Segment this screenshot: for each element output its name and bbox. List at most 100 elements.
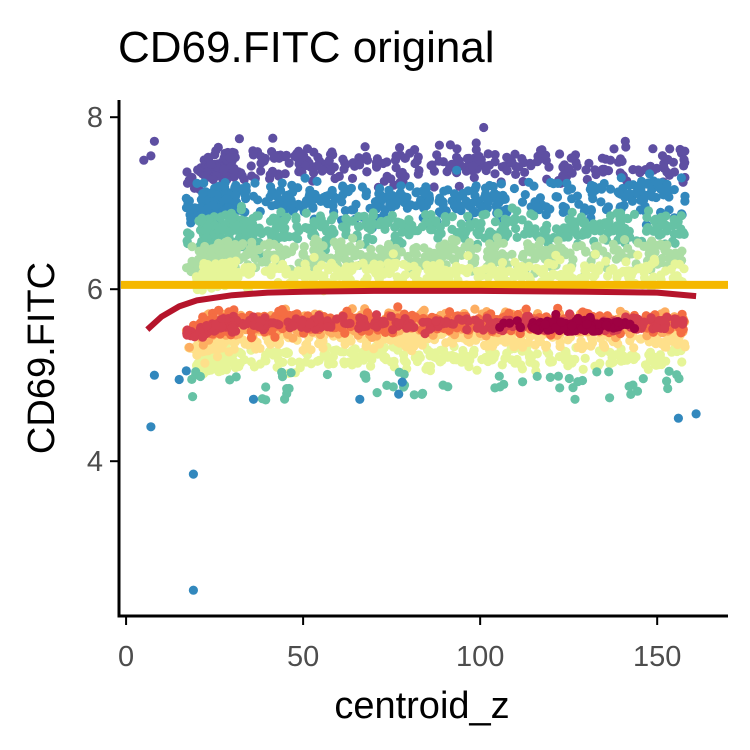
scatter-point: [267, 167, 277, 177]
scatter-point: [371, 200, 381, 210]
scatter-point: [452, 144, 462, 154]
scatter-point: [206, 159, 216, 169]
scatter-point: [395, 143, 405, 153]
scatter-point: [567, 321, 577, 331]
scatter-point: [281, 150, 291, 160]
scatter-point: [366, 244, 376, 254]
scatter-point: [677, 357, 687, 367]
scatter-point: [208, 200, 218, 210]
scatter-point: [489, 242, 499, 252]
scatter-point: [194, 246, 204, 256]
scatter-point: [572, 161, 582, 171]
scatter-point: [553, 178, 563, 188]
scatter-point: [518, 377, 528, 387]
scatter-point: [339, 347, 349, 357]
scatter-point: [591, 169, 601, 180]
scatter-point: [338, 311, 348, 321]
scatter-point: [395, 336, 405, 346]
scatter-point: [347, 173, 358, 183]
scatter-point: [547, 357, 558, 367]
scatter-point: [452, 165, 462, 175]
scatter-point: [647, 236, 657, 246]
scatter-point: [660, 323, 670, 334]
scatter-point: [568, 383, 578, 393]
scatter-point: [506, 336, 516, 346]
outlier-point: [146, 422, 156, 432]
outlier-point: [355, 394, 365, 404]
scatter-point: [498, 238, 508, 248]
scatter-point: [227, 265, 237, 275]
scatter-point: [402, 203, 412, 213]
scatter-point: [253, 195, 263, 205]
scatter-point: [193, 165, 203, 175]
scatter-point: [555, 338, 565, 348]
scatter-point: [447, 212, 457, 222]
scatter-point: [441, 217, 451, 227]
scatter-point: [224, 227, 234, 237]
scatter-point: [464, 199, 474, 209]
scatter-point: [680, 158, 690, 168]
scatter-point: [661, 241, 671, 251]
scatter-point: [469, 173, 479, 183]
scatter-point: [192, 350, 202, 360]
scatter-point: [322, 369, 332, 380]
scatter-point: [352, 356, 362, 366]
scatter-point: [375, 183, 385, 194]
scatter-point: [200, 358, 210, 368]
scatter-point: [215, 213, 225, 223]
scatter-point: [250, 178, 260, 188]
scatter-point: [409, 390, 419, 400]
scatter-point: [599, 164, 609, 174]
scatter-point: [254, 322, 264, 332]
scatter-point: [567, 207, 577, 217]
scatter-point: [281, 192, 291, 203]
scatter-point: [419, 188, 429, 198]
scatter-point: [468, 348, 478, 359]
scatter-point: [582, 229, 592, 239]
scatter-point: [267, 201, 277, 211]
scatter-point: [256, 166, 266, 176]
scatter-point: [324, 262, 334, 272]
scatter-point: [518, 342, 528, 352]
scatter-point: [521, 304, 531, 314]
scatter-point: [440, 248, 450, 258]
scatter-point: [621, 257, 631, 267]
scatter-point: [580, 261, 590, 271]
scatter-point: [207, 344, 217, 354]
scatter-point: [515, 322, 526, 333]
scatter-point: [291, 215, 301, 225]
scatter-point: [524, 222, 534, 232]
scatter-point: [429, 182, 439, 192]
scatter-point: [590, 242, 600, 252]
scatter-point: [359, 211, 369, 221]
scatter-point: [434, 229, 444, 239]
outlier-point: [673, 413, 684, 423]
y-tick-label: 6: [87, 274, 103, 306]
scatter-point: [199, 178, 209, 188]
scatter-point: [541, 202, 551, 212]
scatter-point: [463, 186, 473, 196]
scatter-point: [640, 273, 650, 283]
scatter-point: [270, 151, 280, 161]
scatter-point: [419, 243, 429, 253]
scatter-point: [464, 362, 474, 372]
outlier-point: [248, 394, 259, 404]
scatter-point: [481, 165, 491, 176]
scatter-point: [529, 211, 539, 221]
scatter-point: [246, 161, 256, 171]
scatter-point: [300, 173, 310, 183]
scatter-point: [532, 371, 542, 381]
scatter-point: [512, 232, 522, 242]
scatter-point: [397, 238, 407, 248]
scatter-point: [590, 249, 600, 259]
scatter-point: [656, 229, 667, 239]
scatter-point: [257, 394, 267, 404]
scatter-point: [641, 241, 651, 251]
scatter-point: [605, 393, 615, 403]
scatter-point: [411, 188, 421, 198]
scatter-point: [628, 380, 638, 390]
scatter-point: [546, 177, 556, 188]
scatter-point: [368, 211, 378, 221]
scatter-point: [478, 210, 488, 220]
